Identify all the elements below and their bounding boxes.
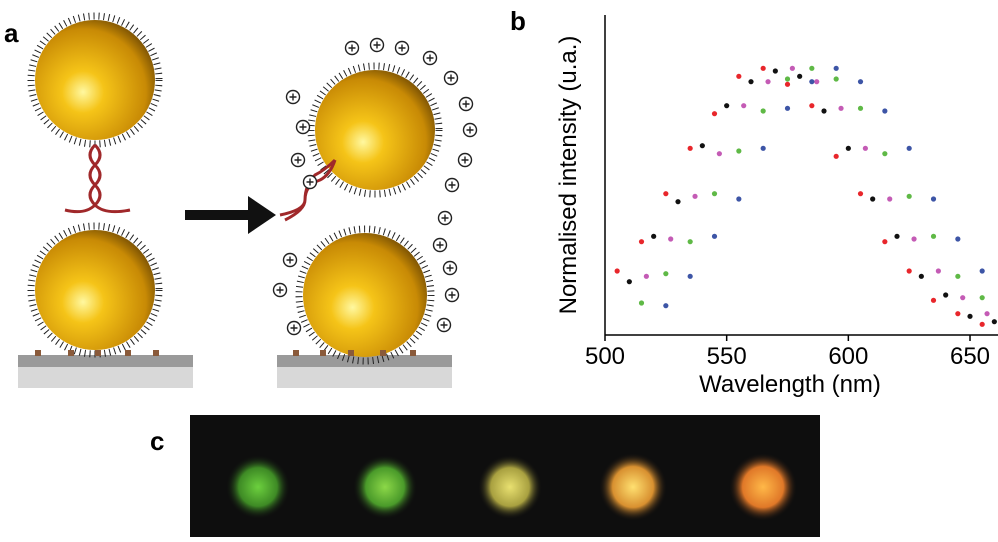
micrographs <box>190 415 820 537</box>
point <box>663 271 668 276</box>
point <box>712 234 717 239</box>
point <box>797 74 802 79</box>
point <box>911 236 916 241</box>
point <box>639 239 644 244</box>
point <box>688 274 693 279</box>
point <box>955 236 960 241</box>
point <box>992 319 997 324</box>
point <box>785 76 790 81</box>
point <box>748 79 753 84</box>
point <box>814 79 819 84</box>
point <box>663 191 668 196</box>
point <box>639 300 644 305</box>
point <box>882 151 887 156</box>
point <box>651 234 656 239</box>
point <box>736 74 741 79</box>
point <box>834 154 839 159</box>
point <box>834 76 839 81</box>
point <box>955 311 960 316</box>
point <box>761 146 766 151</box>
point <box>984 311 989 316</box>
point <box>936 268 941 273</box>
point <box>644 274 649 279</box>
point <box>700 143 705 148</box>
point <box>809 79 814 84</box>
point <box>736 148 741 153</box>
point <box>741 103 746 108</box>
point <box>692 194 697 199</box>
panel-label: b <box>510 6 526 36</box>
point <box>980 268 985 273</box>
point <box>907 146 912 151</box>
point <box>834 66 839 71</box>
figure: a b c Wavelength (nm) Normalised intensi… <box>0 0 998 537</box>
point <box>809 103 814 108</box>
point <box>773 68 778 73</box>
point <box>967 314 972 319</box>
point <box>931 196 936 201</box>
point <box>887 196 892 201</box>
point <box>858 106 863 111</box>
x-tick-label: 650 <box>950 343 990 370</box>
point <box>712 111 717 116</box>
point <box>821 108 826 113</box>
point <box>785 82 790 87</box>
point <box>980 322 985 327</box>
point <box>907 268 912 273</box>
point <box>863 146 868 151</box>
point <box>761 108 766 113</box>
point <box>960 295 965 300</box>
point <box>712 191 717 196</box>
panel-label: a <box>4 18 19 48</box>
point <box>688 239 693 244</box>
point <box>919 274 924 279</box>
illustration <box>18 16 477 388</box>
point <box>858 191 863 196</box>
point <box>790 66 795 71</box>
point <box>955 274 960 279</box>
x-tick-label: 500 <box>585 343 625 370</box>
point <box>882 108 887 113</box>
point <box>761 66 766 71</box>
point <box>809 66 814 71</box>
point <box>931 298 936 303</box>
point <box>858 79 863 84</box>
point <box>736 196 741 201</box>
point <box>907 194 912 199</box>
panel-label: c <box>150 426 164 456</box>
y-axis-label: Normalised intensity (u.a.) <box>555 36 582 315</box>
point <box>627 279 632 284</box>
point <box>717 151 722 156</box>
x-tick-label: 600 <box>828 343 868 370</box>
x-axis-label: Wavelength (nm) <box>699 371 881 398</box>
point <box>675 199 680 204</box>
x-tick-label: 550 <box>707 343 747 370</box>
point <box>846 146 851 151</box>
point <box>838 106 843 111</box>
point <box>931 234 936 239</box>
point <box>724 103 729 108</box>
point <box>870 196 875 201</box>
point <box>615 268 620 273</box>
point <box>688 146 693 151</box>
point <box>894 234 899 239</box>
point <box>943 292 948 297</box>
point <box>882 239 887 244</box>
point <box>980 295 985 300</box>
point <box>668 236 673 241</box>
point <box>765 79 770 84</box>
point <box>785 106 790 111</box>
point <box>663 303 668 308</box>
